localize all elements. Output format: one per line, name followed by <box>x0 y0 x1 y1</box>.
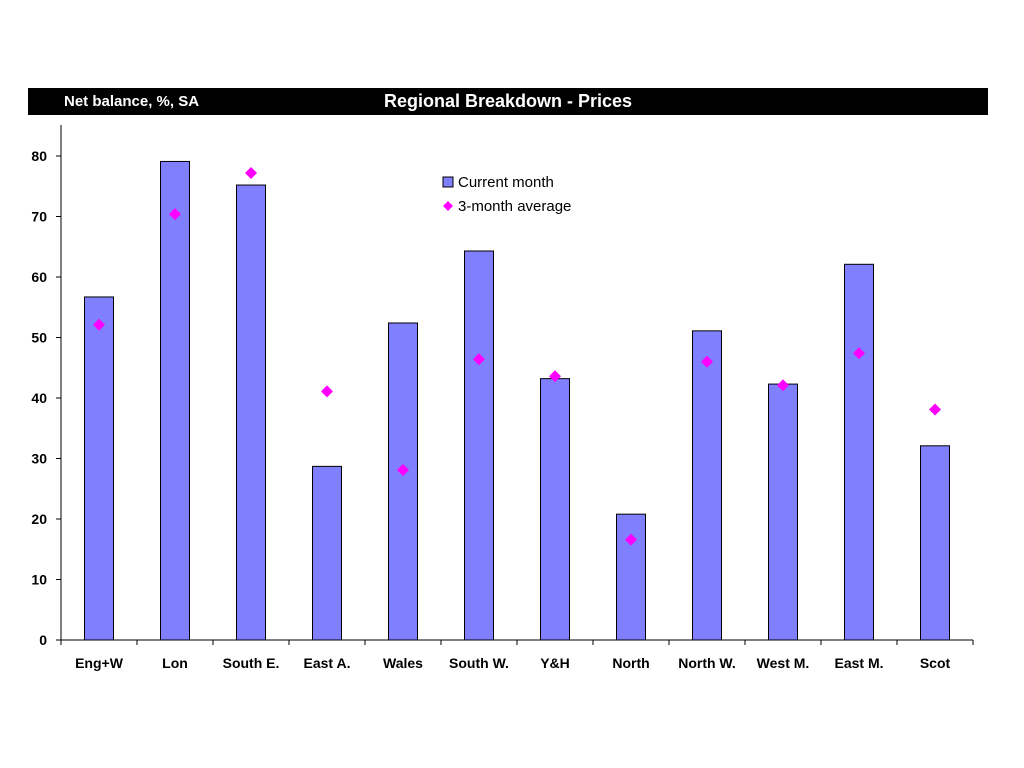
x-tick-label: North W. <box>678 655 736 671</box>
bar-current-month <box>160 160 190 641</box>
point-3-month-average <box>929 403 941 416</box>
units-label: Net balance, %, SA <box>64 93 200 110</box>
point-3-month-average <box>625 533 637 546</box>
x-tick-label: Wales <box>383 655 423 671</box>
bar-current-month <box>388 322 418 641</box>
legend-swatch-current-month <box>442 176 454 188</box>
x-tick-label: West M. <box>757 655 810 671</box>
bar-current-month <box>540 378 570 641</box>
point-3-month-average <box>853 347 865 360</box>
y-tick-label: 80 <box>31 148 47 164</box>
x-tick-label: North <box>612 655 649 671</box>
bar-current-month <box>84 296 114 641</box>
legend-label-3-month-average: 3-month average <box>458 198 571 215</box>
legend-swatch-3-month-average <box>443 201 453 211</box>
x-tick-label: South W. <box>449 655 509 671</box>
y-tick-label: 0 <box>39 632 47 648</box>
x-tick-label: Eng+W <box>75 655 124 671</box>
x-tick-label: East A. <box>304 655 351 671</box>
bar-current-month <box>236 184 266 641</box>
x-tick-label: Lon <box>162 655 188 671</box>
point-3-month-average <box>397 463 409 476</box>
y-tick-label: 70 <box>31 209 47 225</box>
y-tick-label: 60 <box>31 269 47 285</box>
chart-title: Regional Breakdown - Prices <box>383 91 633 111</box>
chart-header-bar: Net balance, %, SA Regional Breakdown - … <box>28 88 988 115</box>
x-tick-label: South E. <box>223 655 280 671</box>
point-3-month-average <box>321 385 333 398</box>
y-tick-label: 20 <box>31 511 47 527</box>
point-3-month-average <box>93 318 105 331</box>
point-3-month-average <box>169 208 181 221</box>
bar-current-month <box>464 250 494 641</box>
point-3-month-average <box>777 379 789 392</box>
bar-current-month <box>920 445 950 641</box>
y-tick-label: 50 <box>31 330 47 346</box>
point-3-month-average <box>245 166 257 179</box>
point-3-month-average <box>549 370 561 383</box>
y-tick-label: 40 <box>31 390 47 406</box>
y-tick-label: 30 <box>31 451 47 467</box>
bar-current-month <box>312 465 342 641</box>
x-tick-label: East M. <box>834 655 883 671</box>
x-tick-label: Y&H <box>540 655 570 671</box>
legend-label-current-month: Current month <box>458 174 554 191</box>
point-3-month-average <box>473 353 485 366</box>
x-tick-label: Scot <box>920 655 951 671</box>
bar-current-month <box>844 263 874 641</box>
bar-current-month <box>616 513 646 641</box>
bar-current-month <box>768 383 798 641</box>
y-tick-label: 10 <box>31 572 47 588</box>
point-3-month-average <box>701 355 713 368</box>
bar-current-month <box>692 330 722 641</box>
